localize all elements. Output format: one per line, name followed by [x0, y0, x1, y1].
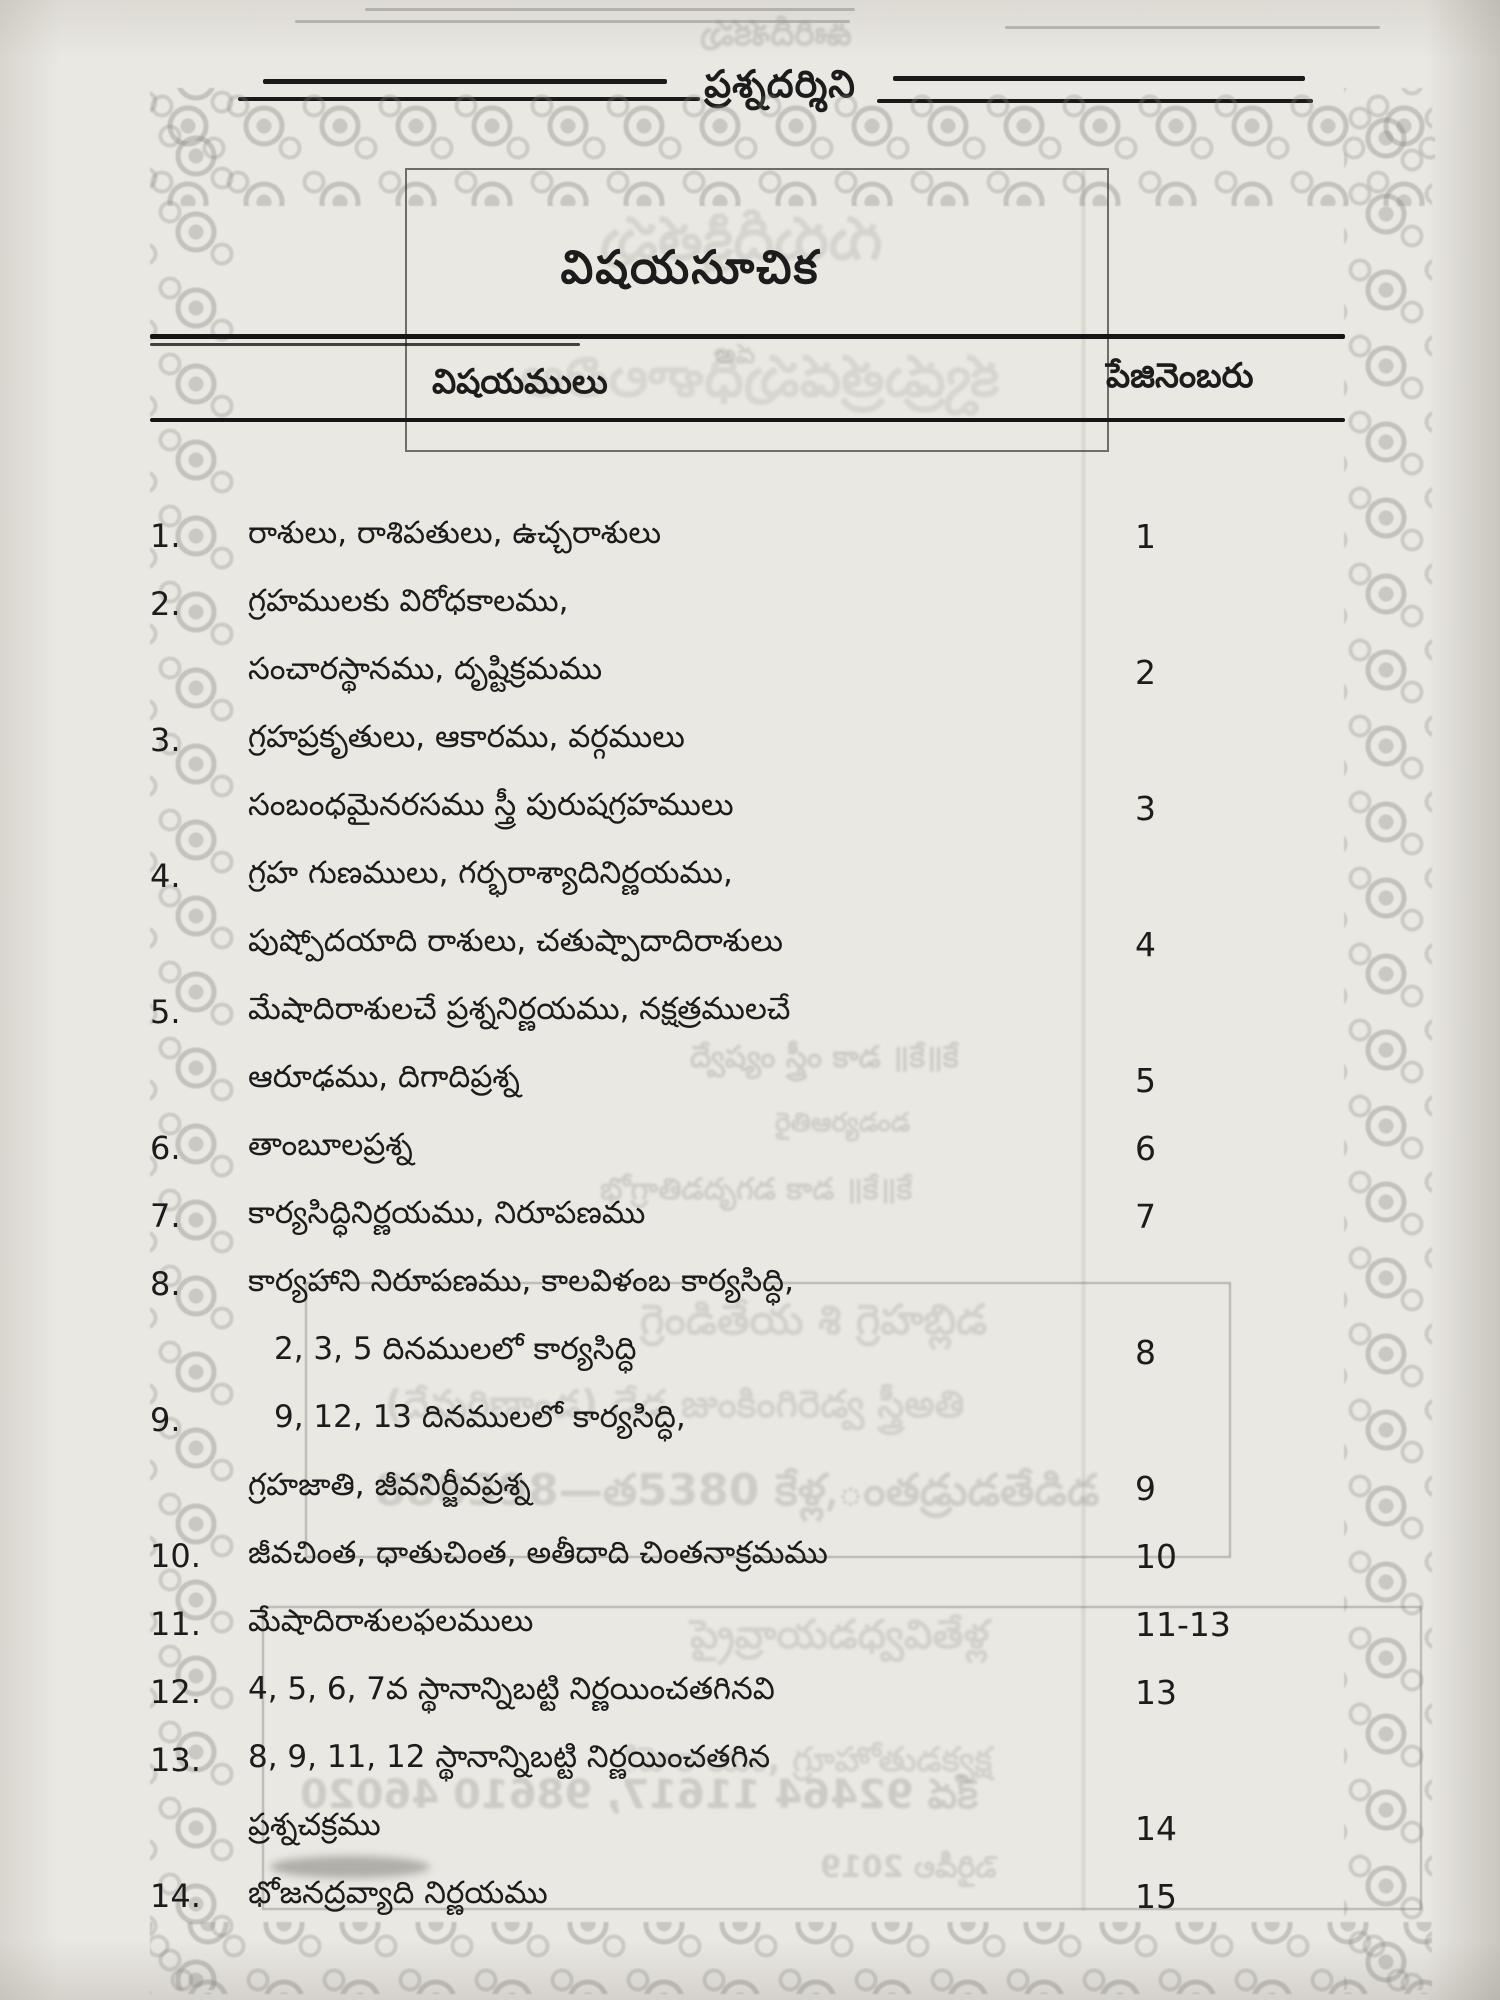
toc-entry-page: 8: [1135, 1332, 1156, 1372]
page-crease: [1082, 170, 1085, 1910]
divider: [263, 79, 667, 84]
divider: [295, 20, 850, 23]
toc-row: పుష్పోదయాది రాశులు, చతుష్పాదాదిరాశులు 4: [150, 910, 1310, 978]
ornamental-border-top: [150, 88, 1435, 206]
toc-entry-title: 8, 9, 11, 12 స్థానాన్నిబట్టి నిర్ణయించతగ…: [248, 1738, 771, 1775]
divider: [1005, 26, 1380, 29]
toc-row: గ్రహజాతి, జీవనిర్జీవప్రశ్న 9: [150, 1454, 1310, 1522]
toc-entry-page: 5: [1135, 1060, 1156, 1100]
toc-entry-page: 10: [1135, 1536, 1177, 1576]
toc-entry-title: పుష్పోదయాది రాశులు, చతుష్పాదాదిరాశులు: [248, 922, 783, 959]
toc-entry-title: 4, 5, 6, 7వ స్థానాన్నిబట్టి నిర్ణయించతగి…: [248, 1670, 775, 1707]
divider: [365, 8, 855, 11]
toc-entry-title: రాశులు, రాశిపతులు, ఉచ్చరాశులు: [248, 514, 662, 551]
toc-row: 10. జీవచింత, ధాతుచింత, అతీదాది చింతనాక్ర…: [150, 1522, 1310, 1590]
toc-row: 6. తాంబూలప్రశ్న 6: [150, 1114, 1310, 1182]
toc-entry-title: మేషాదిరాశులఫలములు: [248, 1602, 534, 1639]
toc-entry-page: 15: [1135, 1876, 1177, 1916]
ink-smudge: [270, 1856, 430, 1878]
toc-row: 14. భోజనద్రవ్యాది నిర్ణయము 15: [150, 1862, 1310, 1930]
divider: [238, 97, 700, 101]
toc-row: 9. 9, 12, 13 దినములలో కార్యసిద్ధి,: [150, 1386, 1310, 1454]
toc-entry-page: 3: [1135, 788, 1156, 828]
toc-entry-number: 8.: [150, 1265, 181, 1303]
toc-entry-number: 11.: [150, 1605, 201, 1643]
toc-entry-title: 2, 3, 5 దినములలో కార్యసిద్ధి: [274, 1330, 637, 1367]
toc-entry-title: 9, 12, 13 దినములలో కార్యసిద్ధి,: [274, 1398, 686, 1435]
toc-row: ప్రశ్నచక్రము 14: [150, 1794, 1310, 1862]
toc-row: 2, 3, 5 దినములలో కార్యసిద్ధి 8: [150, 1318, 1310, 1386]
showthrough-box: [305, 1282, 1231, 1558]
toc-entry-title: తాంబూలప్రశ్న: [248, 1126, 413, 1163]
toc-entry-page: 13: [1135, 1672, 1177, 1712]
toc-entry-title: సంచారస్థానము, దృష్టిక్రమము: [248, 650, 603, 687]
toc-entry-title: కార్యసిద్ధినిర్ణయము, నిరూపణము: [248, 1194, 646, 1231]
toc-entry-title: గ్రహజాతి, జీవనిర్జీవప్రశ్న: [248, 1466, 531, 1503]
toc-row: సంచారస్థానము, దృష్టిక్రమము 2: [150, 638, 1310, 706]
ornamental-border-right: [1344, 88, 1432, 1990]
divider: [877, 99, 1313, 103]
toc-entry-number: 14.: [150, 1877, 201, 1915]
toc-entry-number: 4.: [150, 857, 181, 895]
showthrough-box: [262, 1606, 1422, 1910]
toc-entry-title: ఆరూఢము, దిగాదిప్రశ్న: [248, 1058, 520, 1095]
toc-entry-title: జీవచింత, ధాతుచింత, అతీదాది చింతనాక్రమము: [248, 1534, 828, 1571]
toc-entry-page: 6: [1135, 1128, 1156, 1168]
toc-row: 2. గ్రహములకు విరోధకాలము,: [150, 570, 1310, 638]
toc-entry-title: కార్యహాని నిరూపణము, కాలవిళంబ కార్యసిద్ధి…: [248, 1262, 794, 1299]
toc-entry-title: ప్రశ్నచక్రము: [248, 1806, 381, 1843]
toc-entry-page: 9: [1135, 1468, 1156, 1508]
toc-list: 1. రాశులు, రాశిపతులు, ఉచ్చరాశులు 1 2. గ్…: [150, 502, 1310, 1930]
toc-entry-number: 9.: [150, 1401, 181, 1439]
toc-entry-page: 7: [1135, 1196, 1156, 1236]
toc-entry-number: 12.: [150, 1673, 201, 1711]
toc-entry-number: 2.: [150, 585, 181, 623]
toc-entry-number: 7.: [150, 1197, 181, 1235]
toc-entry-page: 2: [1135, 652, 1156, 692]
page-title: విషయసూచిక: [560, 240, 820, 294]
toc-row: 8. కార్యహాని నిరూపణము, కాలవిళంబ కార్యసిద…: [150, 1250, 1310, 1318]
column-header-subject: విషయములు: [432, 362, 608, 402]
toc-row: 1. రాశులు, రాశిపతులు, ఉచ్చరాశులు 1: [150, 502, 1310, 570]
divider: [893, 76, 1305, 81]
toc-entry-number: 13.: [150, 1741, 201, 1779]
toc-row: సంబంధమైనరసము స్త్రీ పురుషగ్రహములు 3: [150, 774, 1310, 842]
toc-row: 4. గ్రహ గుణములు, గర్భరాశ్యాదినిర్ణయము,: [150, 842, 1310, 910]
toc-entry-title: గ్రహములకు విరోధకాలము,: [248, 582, 569, 619]
toc-row: 3. గ్రహప్రకృతులు, ఆకారము, వర్గములు: [150, 706, 1310, 774]
title-frame: [405, 168, 1109, 452]
toc-row: 7. కార్యసిద్ధినిర్ణయము, నిరూపణము 7: [150, 1182, 1310, 1250]
toc-entry-page: 11-13: [1135, 1604, 1231, 1644]
toc-row: ఆరూఢము, దిగాదిప్రశ్న 5: [150, 1046, 1310, 1114]
toc-entry-number: 6.: [150, 1129, 181, 1167]
toc-row: 5. మేషాదిరాశులచే ప్రశ్ననిర్ణయము, నక్షత్ర…: [150, 978, 1310, 1046]
ornamental-border-bottom: [150, 1922, 1432, 1994]
toc-row: 13. 8, 9, 11, 12 స్థానాన్నిబట్టి నిర్ణయి…: [150, 1726, 1310, 1794]
header-rule-bottom: [150, 418, 1345, 422]
toc-entry-title: మేషాదిరాశులచే ప్రశ్ననిర్ణయము, నక్షత్రముల…: [248, 990, 791, 1027]
toc-entry-page: 4: [1135, 924, 1156, 964]
toc-entry-number: 1.: [150, 517, 181, 555]
toc-entry-number: 3.: [150, 721, 181, 759]
toc-entry-page: 1: [1135, 516, 1156, 556]
toc-entry-title: సంబంధమైనరసము స్త్రీ పురుషగ్రహములు: [248, 786, 734, 823]
toc-row: 11. మేషాదిరాశులఫలములు 11-13: [150, 1590, 1310, 1658]
ornamental-border-left: [150, 88, 234, 1990]
column-header-page-number: పేజినెంబరు: [1106, 356, 1254, 396]
running-header: ప్రశ్నదర్శిని: [704, 62, 856, 106]
header-rule-top-overstrike: [150, 343, 580, 346]
header-rule-top: [150, 334, 1345, 339]
toc-entry-title: భోజనద్రవ్యాది నిర్ణయము: [248, 1874, 548, 1911]
toc-entry-title: గ్రహ గుణములు, గర్భరాశ్యాదినిర్ణయము,: [248, 854, 733, 891]
toc-row: 12. 4, 5, 6, 7వ స్థానాన్నిబట్టి నిర్ణయిం…: [150, 1658, 1310, 1726]
toc-entry-number: 5.: [150, 993, 181, 1031]
toc-entry-number: 10.: [150, 1537, 201, 1575]
toc-entry-title: గ్రహప్రకృతులు, ఆకారము, వర్గములు: [248, 718, 685, 755]
toc-entry-page: 14: [1135, 1808, 1177, 1848]
